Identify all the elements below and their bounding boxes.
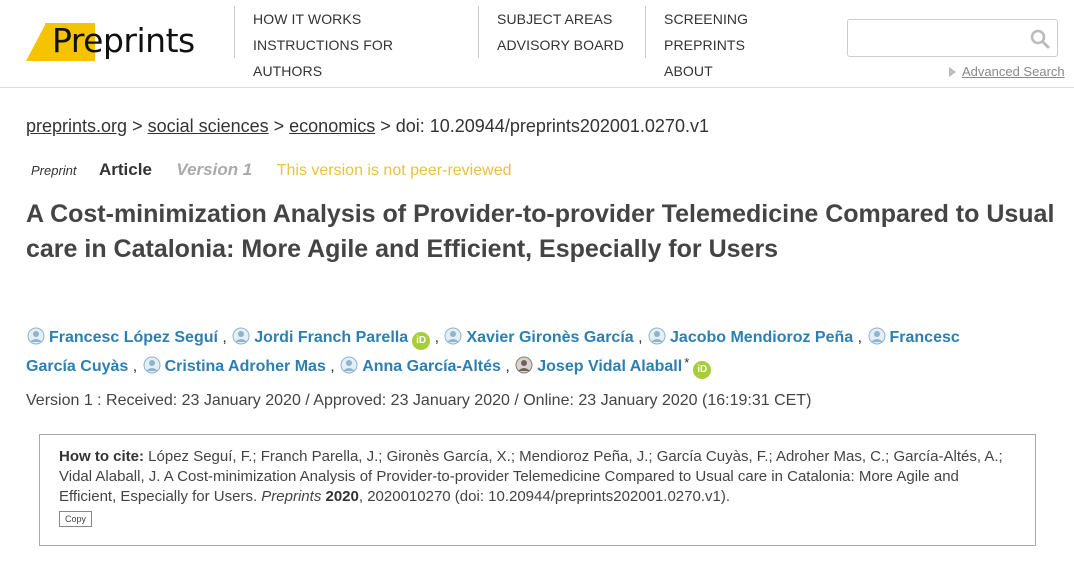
cite-text-end: , 2020010270 (doi: 10.20944/preprints202… [358,488,731,505]
person-icon [648,327,666,345]
nav-instructions-for-authors[interactable]: INSTRUCTIONS FOR AUTHORS [253,37,394,79]
author-separator: , [853,329,867,346]
person-icon [868,327,885,345]
top-header: Preprints HOW IT WORKS INSTRUCTIONS FOR … [0,0,1074,88]
breadcrumb-home[interactable]: preprints.org [26,116,128,136]
breadcrumb-separator: > [127,116,148,136]
version-dates: Version 1 : Received: 23 January 2020 / … [26,392,812,409]
author-name: Francesc [889,329,960,346]
author-link[interactable]: Francesc López Seguí [26,327,218,346]
person-icon [340,356,358,374]
corresponding-author-mark: * [684,355,690,370]
person-icon [143,356,161,374]
person-icon [444,327,462,345]
nav-screening-preprints[interactable]: SCREENING PREPRINTS [664,11,749,53]
author-name: Jacobo Mendioroz Peña [670,329,854,346]
author-separator: , [430,329,444,346]
logo-highlight [45,23,95,61]
author-link[interactable]: Josep Vidal Alaball [514,356,683,375]
preprints-logo[interactable]: Preprints [26,19,216,61]
person-icon [27,327,45,345]
how-to-cite-box: How to cite: López Seguí, F.; Franch Par… [39,434,1036,546]
author-link[interactable]: Jacobo Mendioroz Peña [647,327,854,346]
search-input[interactable] [848,20,1028,56]
author-separator: , [633,329,648,346]
version-label: Version 1 [176,160,253,179]
advanced-search-link[interactable]: Advanced Search [962,64,1065,79]
author-photo-icon [515,356,533,374]
person-icon [232,327,250,345]
author-name: Xavier Gironès García [466,329,634,346]
author-separator: , [500,358,515,375]
search-box [847,19,1058,57]
copy-button[interactable]: Copy [59,511,93,527]
author-link[interactable]: Xavier Gironès García [443,327,634,346]
author-separator: , [217,329,232,346]
author-name: Jordi Franch Parella [254,329,409,346]
orcid-icon[interactable]: iD [412,332,431,350]
article-type: Article [98,160,152,179]
cite-label: How to cite: [59,448,144,465]
article-meta: Preprint Article Version 1 This version … [31,160,511,180]
author-name: Francesc López Seguí [49,329,218,346]
author-separator: , [325,358,340,375]
advanced-search: Advanced Search [949,64,1065,79]
nav-how-it-works[interactable]: HOW IT WORKS [253,11,362,27]
author-link[interactable]: Francesc [867,327,960,346]
logo-text: Preprints [52,19,195,63]
author-link[interactable]: Jordi Franch Parella [231,327,409,346]
author-link[interactable]: Cristina Adroher Mas [142,356,326,375]
nav-advisory-board[interactable]: ADVISORY BOARD [497,37,624,53]
breadcrumb-separator: > [375,116,396,136]
breadcrumb-separator: > [268,116,290,136]
article-title: A Cost-minimization Analysis of Provider… [26,200,1055,263]
triangle-right-icon [949,67,956,77]
author-name: Cristina Adroher Mas [164,358,326,375]
nav-subject-areas[interactable]: SUBJECT AREAS [497,11,613,27]
breadcrumb-subject[interactable]: social sciences [147,116,269,136]
author-link[interactable]: Anna García-Altés [339,356,501,375]
breadcrumb-topic[interactable]: economics [289,116,376,136]
author-link[interactable]: García Cuyàs [26,358,128,375]
author-name: Josep Vidal Alaball [537,358,683,375]
author-name: García Cuyàs [26,358,129,375]
breadcrumb: preprints.org > social sciences > econom… [26,116,709,137]
preprint-label: Preprint [31,163,77,178]
peer-review-status: This version is not peer-reviewed [276,162,512,179]
nav-column-2: SUBJECT AREAS ADVISORY BOARD [478,6,628,58]
cite-journal: Preprints [261,488,322,505]
orcid-icon[interactable]: iD [693,361,712,379]
cite-year: 2020 [325,488,359,505]
search-icon[interactable] [1029,28,1051,50]
nav-about[interactable]: ABOUT [664,63,713,79]
logo-pre: Pre [52,21,103,60]
nav-column-1: HOW IT WORKS INSTRUCTIONS FOR AUTHORS [234,6,464,79]
cite-text: López Seguí, F.; Franch Parella, J.; Gir… [59,448,1003,505]
author-separator: , [128,358,142,375]
logo-wedge [26,23,46,61]
nav-column-3: SCREENING PREPRINTS ABOUT [645,6,830,79]
author-name: Anna García-Altés [362,358,501,375]
author-list: Francesc López Seguí , Jordi Franch Pare… [26,325,1056,379]
logo-rest: prints [102,21,195,60]
breadcrumb-doi: doi: 10.20944/preprints202001.0270.v1 [395,116,709,136]
